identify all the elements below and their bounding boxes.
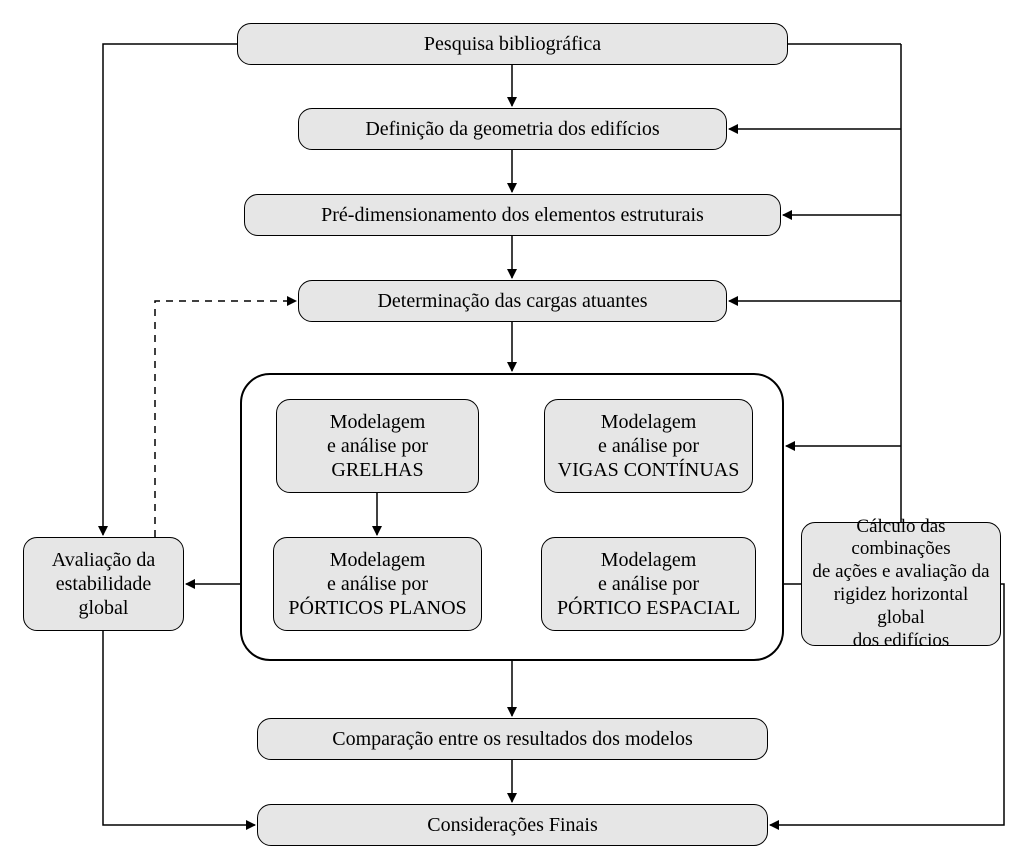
edge-n9-n4-dashed [155, 301, 296, 537]
edge-n9-n12 [103, 631, 255, 825]
edges-layer [0, 0, 1024, 868]
edge-n10-n12 [770, 584, 1004, 825]
edge-n1-n9 [103, 44, 237, 535]
